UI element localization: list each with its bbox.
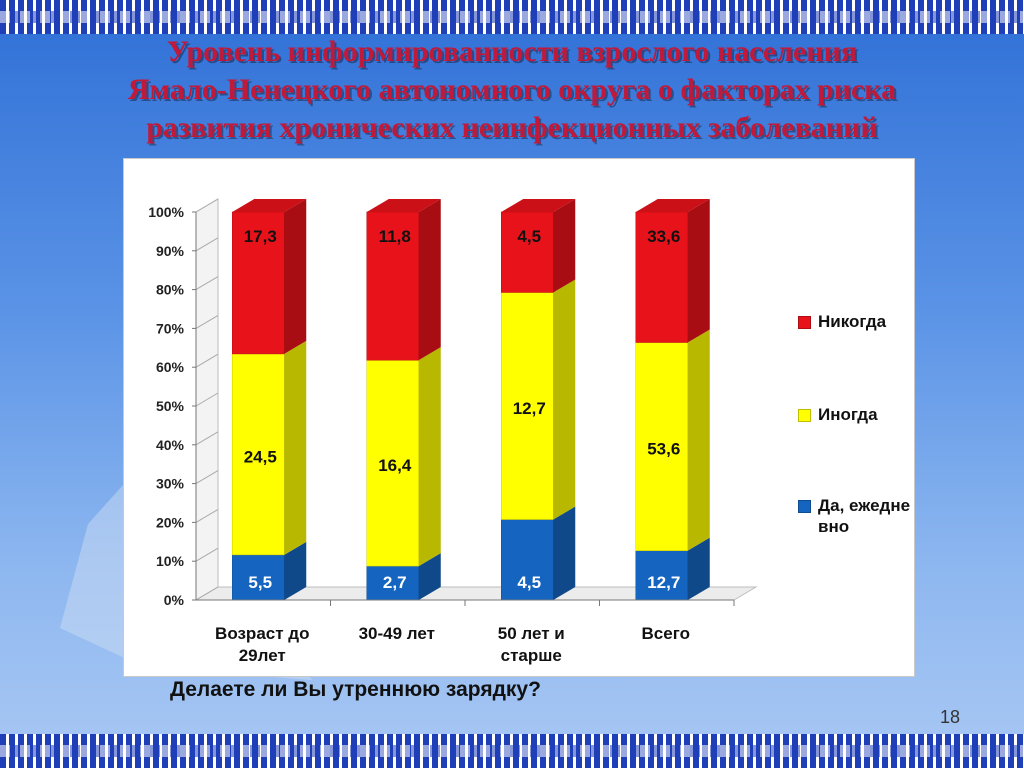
category-label: старше <box>501 646 562 665</box>
bar-top-face <box>232 199 307 212</box>
bar-segment-side <box>687 199 710 343</box>
title-line-3: развития хронических неинфекционных забо… <box>146 111 878 144</box>
y-depth-tick <box>195 276 219 291</box>
category-label: 29лет <box>239 646 286 665</box>
y-tick-label: 20% <box>156 514 185 530</box>
bar-segment-side <box>284 541 307 600</box>
y-depth-tick <box>195 392 219 407</box>
data-label: 2,7 <box>383 573 407 592</box>
stacked-bar-chart: 0% 10% 20% 30% 40% 50% 60% 70% 80% 90% 100% 5,5 24,5… <box>148 198 758 665</box>
survey-question: Делаете ли Вы утреннюю зарядку? <box>170 678 541 701</box>
bar-segment <box>232 211 285 355</box>
category-label: 30-49 лет <box>359 624 435 643</box>
legend-label-daily: Да, ежедневно <box>818 496 911 536</box>
y-depth-tick <box>195 586 219 601</box>
category-label: 50 лет и <box>498 624 565 643</box>
bar-segment <box>635 342 688 551</box>
ornament-band-bottom <box>0 734 1024 768</box>
y-tick-label: 60% <box>156 359 185 375</box>
y-depth-tick <box>195 547 219 562</box>
bar-top-face <box>366 199 441 212</box>
y-depth-tick <box>195 431 219 446</box>
bar-segment-side <box>687 537 710 600</box>
legend-swatch-never <box>798 316 811 329</box>
data-label: 12,7 <box>513 399 546 418</box>
y-tick-label: 70% <box>156 320 185 336</box>
y-depth-tick <box>195 198 219 213</box>
legend-label-sometimes: Иногда <box>818 405 878 424</box>
legend-label-never: Никогда <box>818 312 887 331</box>
bar-segment <box>635 550 688 601</box>
bar-top-face <box>635 199 710 212</box>
data-label: 4,5 <box>517 573 541 592</box>
bar-segment-side <box>418 199 441 361</box>
bar-segment-side <box>418 347 441 567</box>
y-tick-label: 0% <box>164 592 185 608</box>
category-label: Возраст до <box>215 624 309 643</box>
bar-segment-side <box>553 506 576 600</box>
legend-item-daily: Да, ежедневно <box>798 495 914 537</box>
data-label: 53,6 <box>647 440 680 459</box>
title-line-2: Ямало-Ненецкого автономного округа о фак… <box>127 73 897 106</box>
y-depth-tick <box>195 508 219 523</box>
data-label: 5,5 <box>248 573 272 592</box>
bar-top-face <box>501 199 576 212</box>
bar-segment-side <box>553 279 576 520</box>
legend-item-never: Никогда <box>798 311 914 332</box>
chart-area: 0% 10% 20% 30% 40% 50% 60% 70% 80% 90% 100% 5,5 24,5… <box>123 158 915 677</box>
legend-item-sometimes: Иногда <box>798 404 914 425</box>
ornament-band-top <box>0 0 1024 34</box>
y-depth-tick <box>195 237 219 252</box>
slide-title: Уровень информированности взрослого насе… <box>40 33 984 147</box>
bar-segment-side <box>284 199 307 354</box>
bar-segment <box>366 211 419 361</box>
bar-segment-side <box>553 199 576 293</box>
data-label: 12,7 <box>647 573 680 592</box>
bar-segment <box>501 292 554 520</box>
y-tick-label: 80% <box>156 282 185 298</box>
y-tick-label: 30% <box>156 476 185 492</box>
bar-segment <box>366 565 419 601</box>
data-label: 4,5 <box>517 227 541 246</box>
bar-segment-side <box>418 553 441 600</box>
y-depth-tick <box>195 314 219 329</box>
bar-segment <box>232 554 285 601</box>
y-tick-label: 40% <box>156 437 185 453</box>
bar-segment <box>501 211 554 293</box>
legend-swatch-daily <box>798 500 811 513</box>
bar-segment <box>232 353 285 556</box>
data-label: 11,8 <box>379 227 411 246</box>
category-label: Всего <box>642 624 690 643</box>
bar-segment-side <box>284 340 307 555</box>
bar-segment-side <box>687 329 710 551</box>
y-tick-label: 10% <box>156 553 185 569</box>
y-tick-label: 90% <box>156 243 185 259</box>
page-number: 18 <box>940 707 961 727</box>
data-label: 17,3 <box>244 227 277 246</box>
data-label: 33,6 <box>647 227 680 246</box>
data-label: 24,5 <box>244 447 277 466</box>
legend-swatch-sometimes <box>798 409 811 422</box>
bar-segment <box>366 359 419 567</box>
y-depth-tick <box>195 353 219 368</box>
bar-segment <box>635 211 688 343</box>
y-depth-tick <box>195 470 219 485</box>
y-tick-label: 50% <box>156 398 185 414</box>
data-label: 16,4 <box>378 456 412 475</box>
y-tick-label: 100% <box>148 204 184 220</box>
title-line-1: Уровень информированности взрослого насе… <box>166 35 858 68</box>
